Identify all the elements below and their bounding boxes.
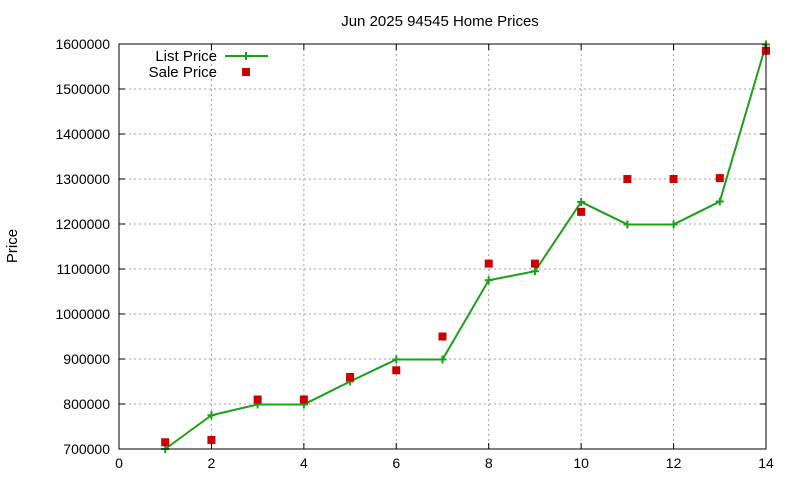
data-point — [346, 373, 355, 381]
data-point — [484, 259, 493, 268]
data-point — [530, 259, 539, 268]
data-point — [669, 220, 678, 229]
x-tick-label: 4 — [300, 455, 308, 471]
data-point — [715, 197, 724, 206]
x-tick-label: 10 — [573, 455, 589, 471]
legend-marker — [242, 68, 250, 76]
tick-labels: 0 2 4 6 8 10 12 14 700000 800000 900000 1000000 1100… — [55, 36, 774, 471]
data-point — [669, 175, 678, 183]
data-point — [715, 174, 724, 183]
data-point — [438, 332, 447, 341]
data-point — [530, 267, 539, 276]
data-point — [623, 220, 632, 229]
chart-title: Jun 2025 94545 Home Prices — [341, 13, 539, 30]
x-tick-label: 6 — [392, 455, 400, 471]
legend-marker — [242, 52, 250, 60]
x-tick-label: 0 — [115, 455, 123, 471]
x-tick-label: 2 — [208, 455, 216, 471]
y-axis-label: Price — [4, 229, 21, 263]
data-point — [207, 411, 216, 420]
series-line — [164, 44, 767, 450]
x-tick-label: 8 — [485, 455, 493, 471]
series-sale-price — [161, 46, 770, 447]
grid — [119, 44, 766, 449]
y-tick-label: 1000000 — [55, 306, 110, 322]
series — [161, 40, 770, 453]
data-point — [623, 175, 632, 183]
data-point — [484, 276, 493, 285]
data-point — [207, 436, 216, 444]
data-point — [299, 395, 308, 404]
data-point — [438, 355, 447, 364]
x-tick-label: 14 — [758, 455, 774, 471]
plot-frame — [118, 43, 767, 450]
y-tick-label: 1300000 — [55, 171, 110, 187]
y-tick-label: 800000 — [63, 396, 110, 412]
y-tick-label: 1600000 — [55, 36, 110, 52]
data-point — [577, 207, 586, 216]
legend-label: Sale Price — [149, 64, 217, 81]
y-tick-label: 1500000 — [55, 81, 110, 97]
y-tick-label: 1400000 — [55, 126, 110, 142]
x-tick-label: 12 — [666, 455, 682, 471]
y-tick-label: 1200000 — [55, 216, 110, 232]
y-tick-label: 700000 — [63, 441, 110, 457]
legend-label: List Price — [155, 48, 217, 65]
series-list-price — [161, 40, 770, 453]
y-tick-label: 900000 — [63, 351, 110, 367]
data-point — [392, 366, 401, 375]
data-point — [253, 395, 262, 404]
data-point — [577, 197, 586, 206]
y-tick-label: 1100000 — [57, 261, 111, 277]
data-point — [392, 355, 401, 364]
data-point — [161, 438, 170, 447]
